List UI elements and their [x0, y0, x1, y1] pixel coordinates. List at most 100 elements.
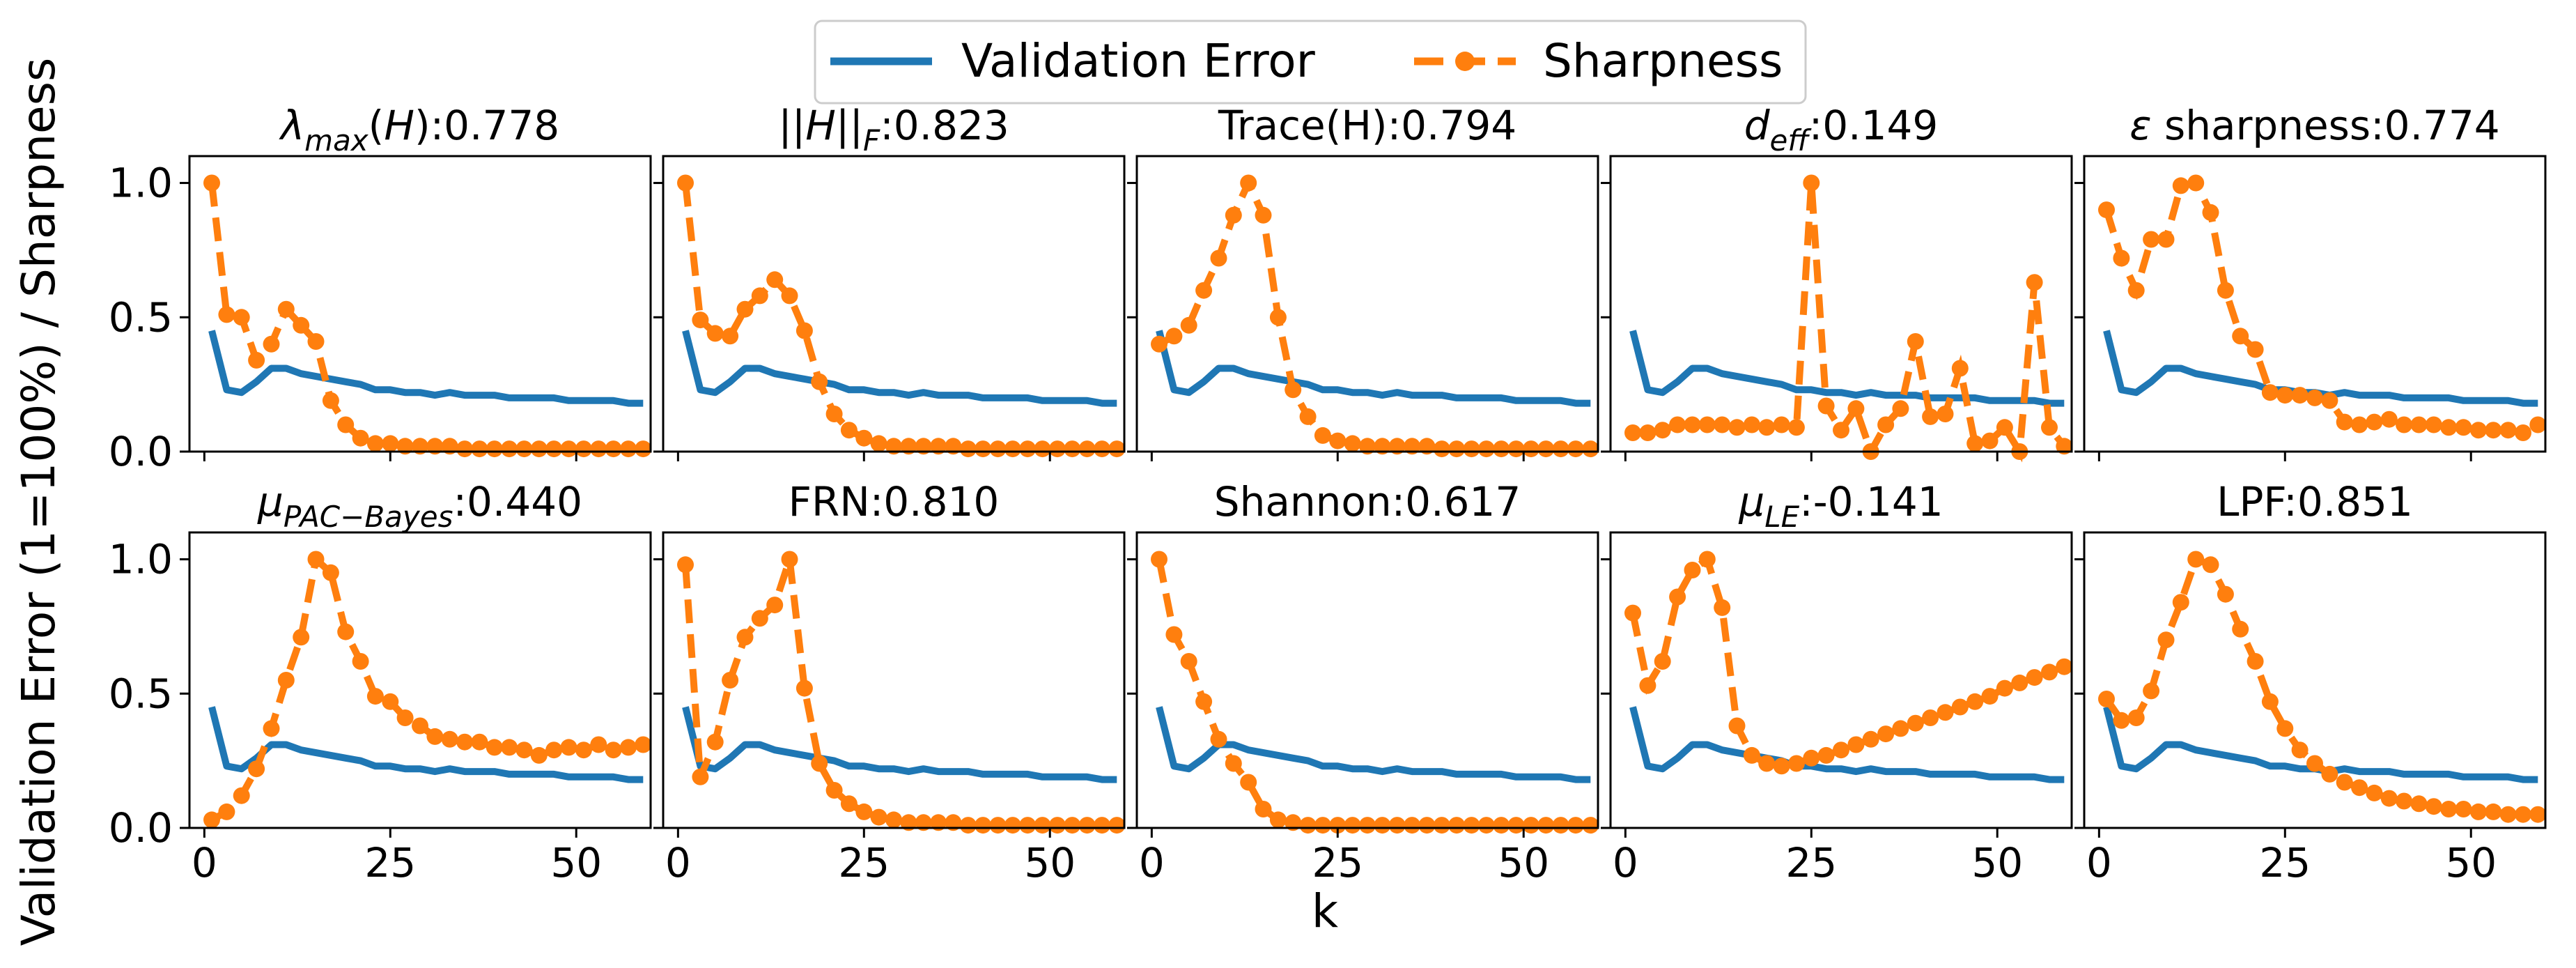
sharpness-point — [959, 440, 977, 458]
sharpness-point — [307, 333, 325, 350]
x-tick-label: 0 — [665, 839, 691, 886]
sharpness-point — [811, 373, 828, 390]
sharpness-point — [1493, 440, 1510, 458]
y-tick-label: 1.0 — [109, 160, 173, 207]
sharpness-point — [1833, 742, 1849, 759]
sharpness-point — [2261, 693, 2279, 710]
sharpness-point — [1639, 677, 1656, 694]
sharpness-point — [900, 814, 917, 831]
subplot-frame — [1135, 155, 1599, 453]
x-tick-label: 50 — [550, 839, 602, 886]
sharpness-point — [692, 768, 709, 785]
sharpness-point — [840, 422, 858, 439]
sharpness-point — [722, 672, 739, 689]
sharpness-point — [1329, 817, 1347, 834]
legend-frame — [814, 20, 1807, 105]
x-tick-label: 50 — [1498, 839, 1549, 886]
y-axis-label: Validation Error (1=100%) / Sharpness — [12, 58, 65, 946]
sharpness-point — [1773, 758, 1790, 775]
sharpness-point — [1094, 817, 1110, 834]
subplot-frame — [1609, 155, 2073, 453]
sharpness-point — [1314, 817, 1331, 834]
sharpness-point — [1019, 817, 1037, 834]
subplot-frame — [662, 531, 1126, 829]
sharpness-point — [1004, 817, 1021, 834]
sharpness-point — [1240, 774, 1257, 791]
sharpness-point — [590, 440, 607, 458]
sharpness-point — [2127, 709, 2145, 726]
sharpness-point — [825, 406, 843, 422]
sharpness-point — [2157, 231, 2175, 248]
sharpness-point — [2515, 424, 2531, 441]
sharpness-point — [1966, 435, 1984, 452]
sharpness-point — [2113, 712, 2130, 729]
sharpness-point — [620, 739, 637, 756]
sharpness-point — [2261, 384, 2279, 401]
sharpness-point — [1034, 817, 1051, 834]
sharpness-point — [515, 742, 533, 759]
sharpness-point — [1582, 440, 1599, 458]
sharpness-line — [1629, 553, 2065, 770]
x-tick-label: 25 — [1785, 839, 1837, 886]
legend-validation-label: Validation Error — [961, 34, 1316, 88]
subplot-6: μPAC−Bayes:0.440 0 25 50 0.0 0.5 1.0 — [109, 478, 652, 886]
sharpness-point — [1388, 817, 1406, 834]
sharpness-point — [1698, 416, 1716, 433]
sharpness-point — [751, 610, 768, 627]
sharpness-point — [1684, 562, 1701, 578]
sharpness-point — [1639, 424, 1656, 441]
sharpness-point — [1210, 249, 1227, 267]
sharpness-point — [2380, 410, 2398, 428]
x-tick-label: 0 — [2086, 839, 2112, 886]
sharpness-point — [2306, 755, 2323, 772]
sharpness-point — [1269, 309, 1287, 326]
sharpness-point — [975, 440, 992, 458]
sharpness-point — [885, 811, 902, 829]
validation-error-line — [682, 330, 1117, 407]
sharpness-point — [989, 817, 1007, 834]
sharpness-point — [840, 795, 858, 813]
sharpness-point — [486, 739, 503, 756]
sharpness-point — [1359, 817, 1376, 834]
sharpness-point — [1433, 817, 1450, 834]
sharpness-point — [1180, 653, 1197, 670]
sharpness-point — [885, 438, 902, 455]
x-tick-label: 50 — [1024, 839, 1076, 886]
sharpness-point — [1344, 817, 1361, 834]
sharpness-point — [1624, 424, 1641, 441]
sharpness-point — [1285, 814, 1302, 831]
subplot-title: FRN:0.810 — [789, 478, 1000, 525]
sharpness-point — [915, 814, 932, 831]
sharpness-point — [1048, 817, 1066, 834]
sharpness-point — [1937, 406, 1954, 422]
sharpness-point — [2098, 691, 2115, 707]
sharpness-point — [2499, 422, 2517, 439]
sharpness-line — [1156, 558, 1591, 829]
sharpness-point — [1180, 316, 1197, 334]
y-tick-label: 1.0 — [109, 536, 173, 583]
sharpness-point — [203, 811, 220, 829]
sharpness-point — [1833, 422, 1849, 439]
sharpness-point — [2041, 663, 2058, 681]
sharpness-point — [2247, 341, 2264, 358]
sharpness-point — [1743, 416, 1760, 433]
subplot-title: Shannon:0.617 — [1214, 478, 1521, 525]
sharpness-point — [501, 440, 518, 458]
sharpness-point — [2011, 674, 2028, 691]
sharpness-point — [352, 429, 369, 447]
sharpness-point — [1048, 440, 1066, 458]
sharpness-point — [218, 803, 235, 820]
sharpness-point — [2455, 419, 2472, 436]
sharpness-point — [277, 672, 295, 689]
sharpness-point — [1019, 440, 1037, 458]
sharpness-point — [1847, 400, 1865, 417]
sharpness-point — [2056, 658, 2073, 675]
sharpness-point — [1388, 438, 1406, 455]
sharpness-point — [811, 755, 828, 772]
sharpness-point — [2217, 585, 2234, 603]
sharpness-point — [2529, 416, 2547, 433]
subplot-title: λmax(H):0.778 — [279, 102, 559, 158]
x-tick-label: 0 — [1139, 839, 1165, 886]
sharpness-point — [1981, 432, 1999, 450]
